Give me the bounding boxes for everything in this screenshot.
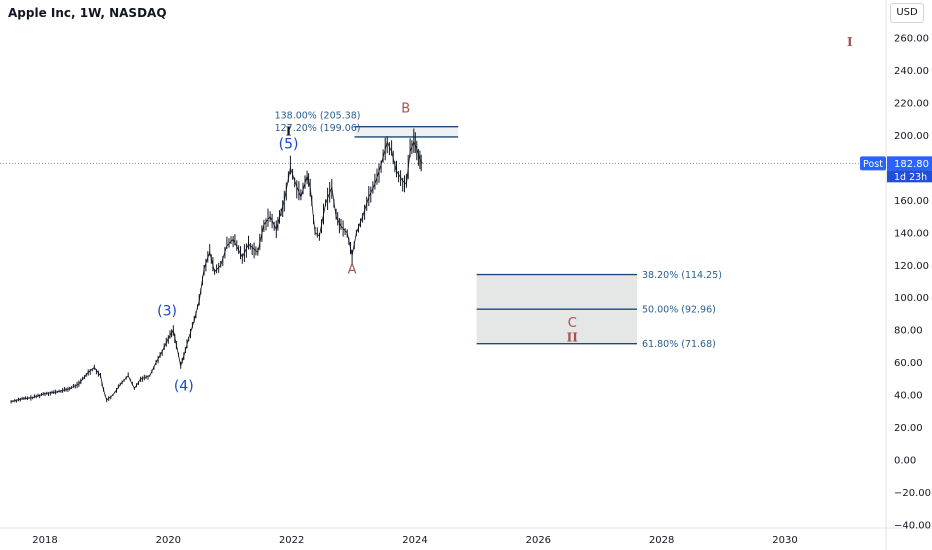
x-tick-label: 2030 xyxy=(772,535,797,546)
y-tick-label: 260.00 xyxy=(894,34,929,45)
wave-label: B xyxy=(401,102,410,117)
last-price-badge xyxy=(887,156,932,171)
y-tick-label: 80.00 xyxy=(894,326,923,337)
y-tick-label: 160.00 xyxy=(894,196,929,207)
x-tick-label: 2018 xyxy=(32,535,57,546)
wave-label: A xyxy=(348,262,357,277)
countdown-badge xyxy=(887,170,932,183)
fib-extension-label: 127.20% (199.06) xyxy=(275,123,361,134)
x-tick-label: 2028 xyxy=(649,535,674,546)
price-series-line xyxy=(10,140,423,402)
x-tick-label: 2020 xyxy=(156,535,181,546)
fib-extension-label: 138.00% (205.38) xyxy=(275,111,361,122)
wave-degree-marker: I xyxy=(286,124,292,138)
currency-button[interactable]: USD xyxy=(890,3,924,23)
x-tick-label: 2026 xyxy=(526,535,551,546)
wave-degree-marker: II xyxy=(567,331,579,345)
y-tick-label: 100.00 xyxy=(894,293,929,304)
fib-level-label: 50.00% (92.96) xyxy=(642,305,716,316)
wave-label: C xyxy=(568,316,577,331)
y-tick-label: −40.00 xyxy=(894,521,931,532)
bar-countdown: 1d 23h xyxy=(894,172,927,183)
chart-title: Apple Inc, 1W, NASDAQ xyxy=(8,6,167,20)
x-tick-label: 2024 xyxy=(402,535,427,546)
y-tick-label: 240.00 xyxy=(894,66,929,77)
wave-label: (4) xyxy=(174,378,194,394)
y-tick-label: 0.00 xyxy=(894,456,916,467)
fib-extension-zone xyxy=(354,126,459,137)
session-label: Post xyxy=(863,159,883,170)
session-badge[interactable] xyxy=(860,156,886,171)
wave-label: (5) xyxy=(279,136,299,152)
y-tick-label: 120.00 xyxy=(894,261,929,272)
y-tick-label: −20.00 xyxy=(894,488,931,499)
y-tick-label: 40.00 xyxy=(894,391,923,402)
y-tick-label: 20.00 xyxy=(894,423,923,434)
y-tick-label: 140.00 xyxy=(894,228,929,239)
wave-label: (3) xyxy=(157,304,177,320)
wave-degree-marker: I xyxy=(847,35,853,49)
x-tick-label: 2022 xyxy=(279,535,304,546)
y-tick-label: 60.00 xyxy=(894,358,923,369)
fib-level-label: 61.80% (71.68) xyxy=(642,339,716,350)
fib-level-label: 38.20% (114.25) xyxy=(642,270,722,281)
y-tick-label: 200.00 xyxy=(894,131,929,142)
y-tick-label: 220.00 xyxy=(894,98,929,109)
last-price-value: 182.80 xyxy=(894,159,929,170)
price-series-bars xyxy=(10,128,422,404)
